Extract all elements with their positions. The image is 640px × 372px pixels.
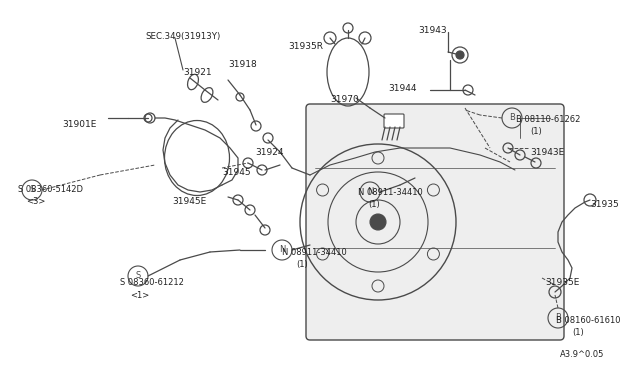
Text: B 08110-61262: B 08110-61262 [516,115,580,124]
Text: N: N [279,246,285,254]
Text: SEC.349(31913Y): SEC.349(31913Y) [145,32,220,41]
Text: N 08911-34410: N 08911-34410 [282,248,347,257]
Text: (1): (1) [530,127,541,136]
Text: 31943: 31943 [418,26,447,35]
Text: S 08360-5142D: S 08360-5142D [18,185,83,194]
Circle shape [456,51,464,59]
Text: S 08360-61212: S 08360-61212 [120,278,184,287]
Text: N 08911-34410: N 08911-34410 [358,188,423,197]
Text: 31924: 31924 [255,148,284,157]
Text: B: B [509,113,515,122]
Text: 31944: 31944 [388,84,417,93]
Text: 31943E: 31943E [530,148,564,157]
Text: 31945E: 31945E [172,197,206,206]
Text: (1): (1) [296,260,308,269]
Text: 31918: 31918 [228,60,257,69]
Text: 31935: 31935 [590,200,619,209]
Text: A3.9^0.05: A3.9^0.05 [560,350,604,359]
Text: 31935E: 31935E [545,278,579,287]
FancyBboxPatch shape [384,114,404,128]
Text: 31901E: 31901E [62,120,97,129]
Text: (1): (1) [368,200,380,209]
Text: B 08160-61610: B 08160-61610 [556,316,621,325]
Text: <1>: <1> [130,291,149,300]
Text: 31970: 31970 [330,95,359,104]
Text: S: S [29,186,35,195]
Text: 31945: 31945 [222,168,251,177]
Text: (1): (1) [572,328,584,337]
FancyBboxPatch shape [306,104,564,340]
Text: N: N [367,187,373,196]
Circle shape [370,214,386,230]
Text: S: S [136,272,141,280]
Text: 31935R: 31935R [288,42,323,51]
Text: <3>: <3> [26,197,45,206]
Text: B: B [555,314,561,323]
Text: 31921: 31921 [183,68,212,77]
